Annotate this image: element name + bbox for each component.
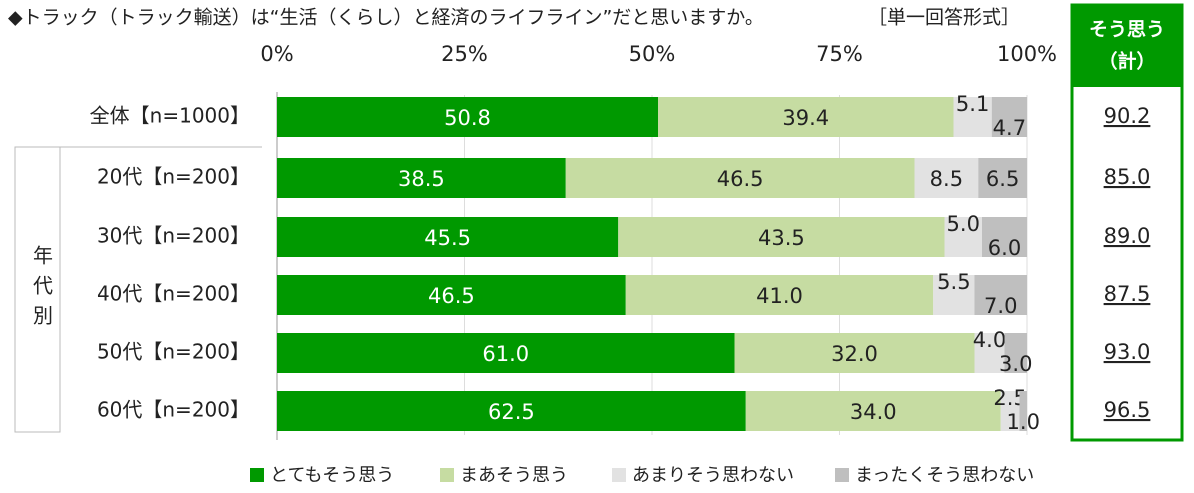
bar-segment [745, 391, 1001, 431]
data-label: 5.0 [947, 212, 980, 236]
data-label: 50.8 [444, 106, 491, 130]
bar-segment [974, 333, 1005, 373]
data-label: 8.5 [930, 167, 963, 191]
legend-label: まったくそう思わない [855, 465, 1034, 486]
bar-segment [1019, 391, 1027, 431]
bar-segment [982, 217, 1027, 257]
bar-segment [625, 275, 934, 315]
data-label: 5.5 [937, 270, 970, 294]
data-label: 4.0 [973, 328, 1006, 352]
totals-title: （計） [1098, 50, 1155, 73]
total-label: 90.2 [1104, 104, 1151, 128]
total-label: 85.0 [1104, 165, 1151, 189]
chart-title: ◆トラック（トラック輸送）は“生活（くらし）と経済のライフライン”だと思いますか… [8, 7, 764, 29]
bar-segment [618, 217, 945, 257]
total-label: 96.5 [1104, 398, 1151, 422]
data-label: 6.0 [988, 236, 1021, 260]
bar-segment [944, 217, 982, 257]
bar-segment [277, 275, 626, 315]
legend-swatch [440, 468, 454, 482]
bar-segment [277, 333, 735, 373]
group-label: 年代別 [30, 245, 54, 335]
legend-swatch [612, 468, 626, 482]
bar-segment [658, 97, 954, 137]
y-tick-label: 50代【n=200】 [97, 340, 250, 364]
legend-swatch [250, 468, 264, 482]
bar-segment [277, 391, 746, 431]
data-label: 38.5 [398, 167, 445, 191]
y-tick-label: 20代【n=200】 [97, 165, 250, 189]
data-label: 5.1 [956, 92, 989, 116]
bar-segment [277, 97, 658, 137]
total-label: 89.0 [1104, 224, 1151, 248]
x-tick-label: 25% [441, 42, 488, 66]
legend-swatch [835, 468, 849, 482]
data-label: 45.5 [424, 226, 471, 250]
data-label: 46.5 [428, 284, 475, 308]
bar-segment [277, 158, 566, 198]
bar-segment [1000, 391, 1020, 431]
data-label: 1.0 [1007, 410, 1040, 434]
bar-segment [978, 158, 1027, 198]
bar-segment [1004, 333, 1027, 373]
data-label: 6.5 [986, 167, 1019, 191]
legend-label: まあそう思う [460, 465, 568, 486]
group-box [14, 146, 61, 433]
data-label: 32.0 [831, 342, 878, 366]
y-tick-label: 30代【n=200】 [97, 224, 250, 248]
y-tick-label: 60代【n=200】 [97, 398, 250, 422]
bar-segment [933, 275, 975, 315]
data-label: 34.0 [850, 400, 897, 424]
bar-segment [953, 97, 992, 137]
legend-label: とてもそう思う [270, 465, 394, 486]
total-label: 93.0 [1104, 340, 1151, 364]
bar-segment [734, 333, 975, 373]
x-tick-label: 0% [260, 42, 293, 66]
totals-title: そう思う [1089, 19, 1165, 41]
y-tick-label: 全体【n=1000】 [90, 104, 250, 128]
x-tick-label: 50% [629, 42, 676, 66]
data-label: 61.0 [482, 342, 529, 366]
bar-segment [991, 97, 1027, 137]
y-tick-label: 40代【n=200】 [97, 282, 250, 306]
chart-subtitle: ［単一回答形式］ [868, 7, 1020, 29]
bar-segment [974, 275, 1027, 315]
data-label: 43.5 [758, 226, 805, 250]
legend-label: あまりそう思わない [632, 465, 794, 486]
data-label: 46.5 [717, 167, 764, 191]
x-tick-label: 75% [816, 42, 863, 66]
total-label: 87.5 [1104, 282, 1151, 306]
bar-segment [277, 217, 619, 257]
data-label: 7.0 [984, 294, 1017, 318]
data-label: 39.4 [782, 106, 829, 130]
data-label: 3.0 [999, 352, 1032, 376]
totals-header [1072, 5, 1182, 87]
data-label: 62.5 [488, 400, 535, 424]
data-label: 41.0 [756, 284, 803, 308]
data-label: 4.7 [993, 116, 1026, 140]
bar-segment [914, 158, 979, 198]
bar-segment [565, 158, 915, 198]
x-tick-label: 100% [997, 42, 1057, 66]
